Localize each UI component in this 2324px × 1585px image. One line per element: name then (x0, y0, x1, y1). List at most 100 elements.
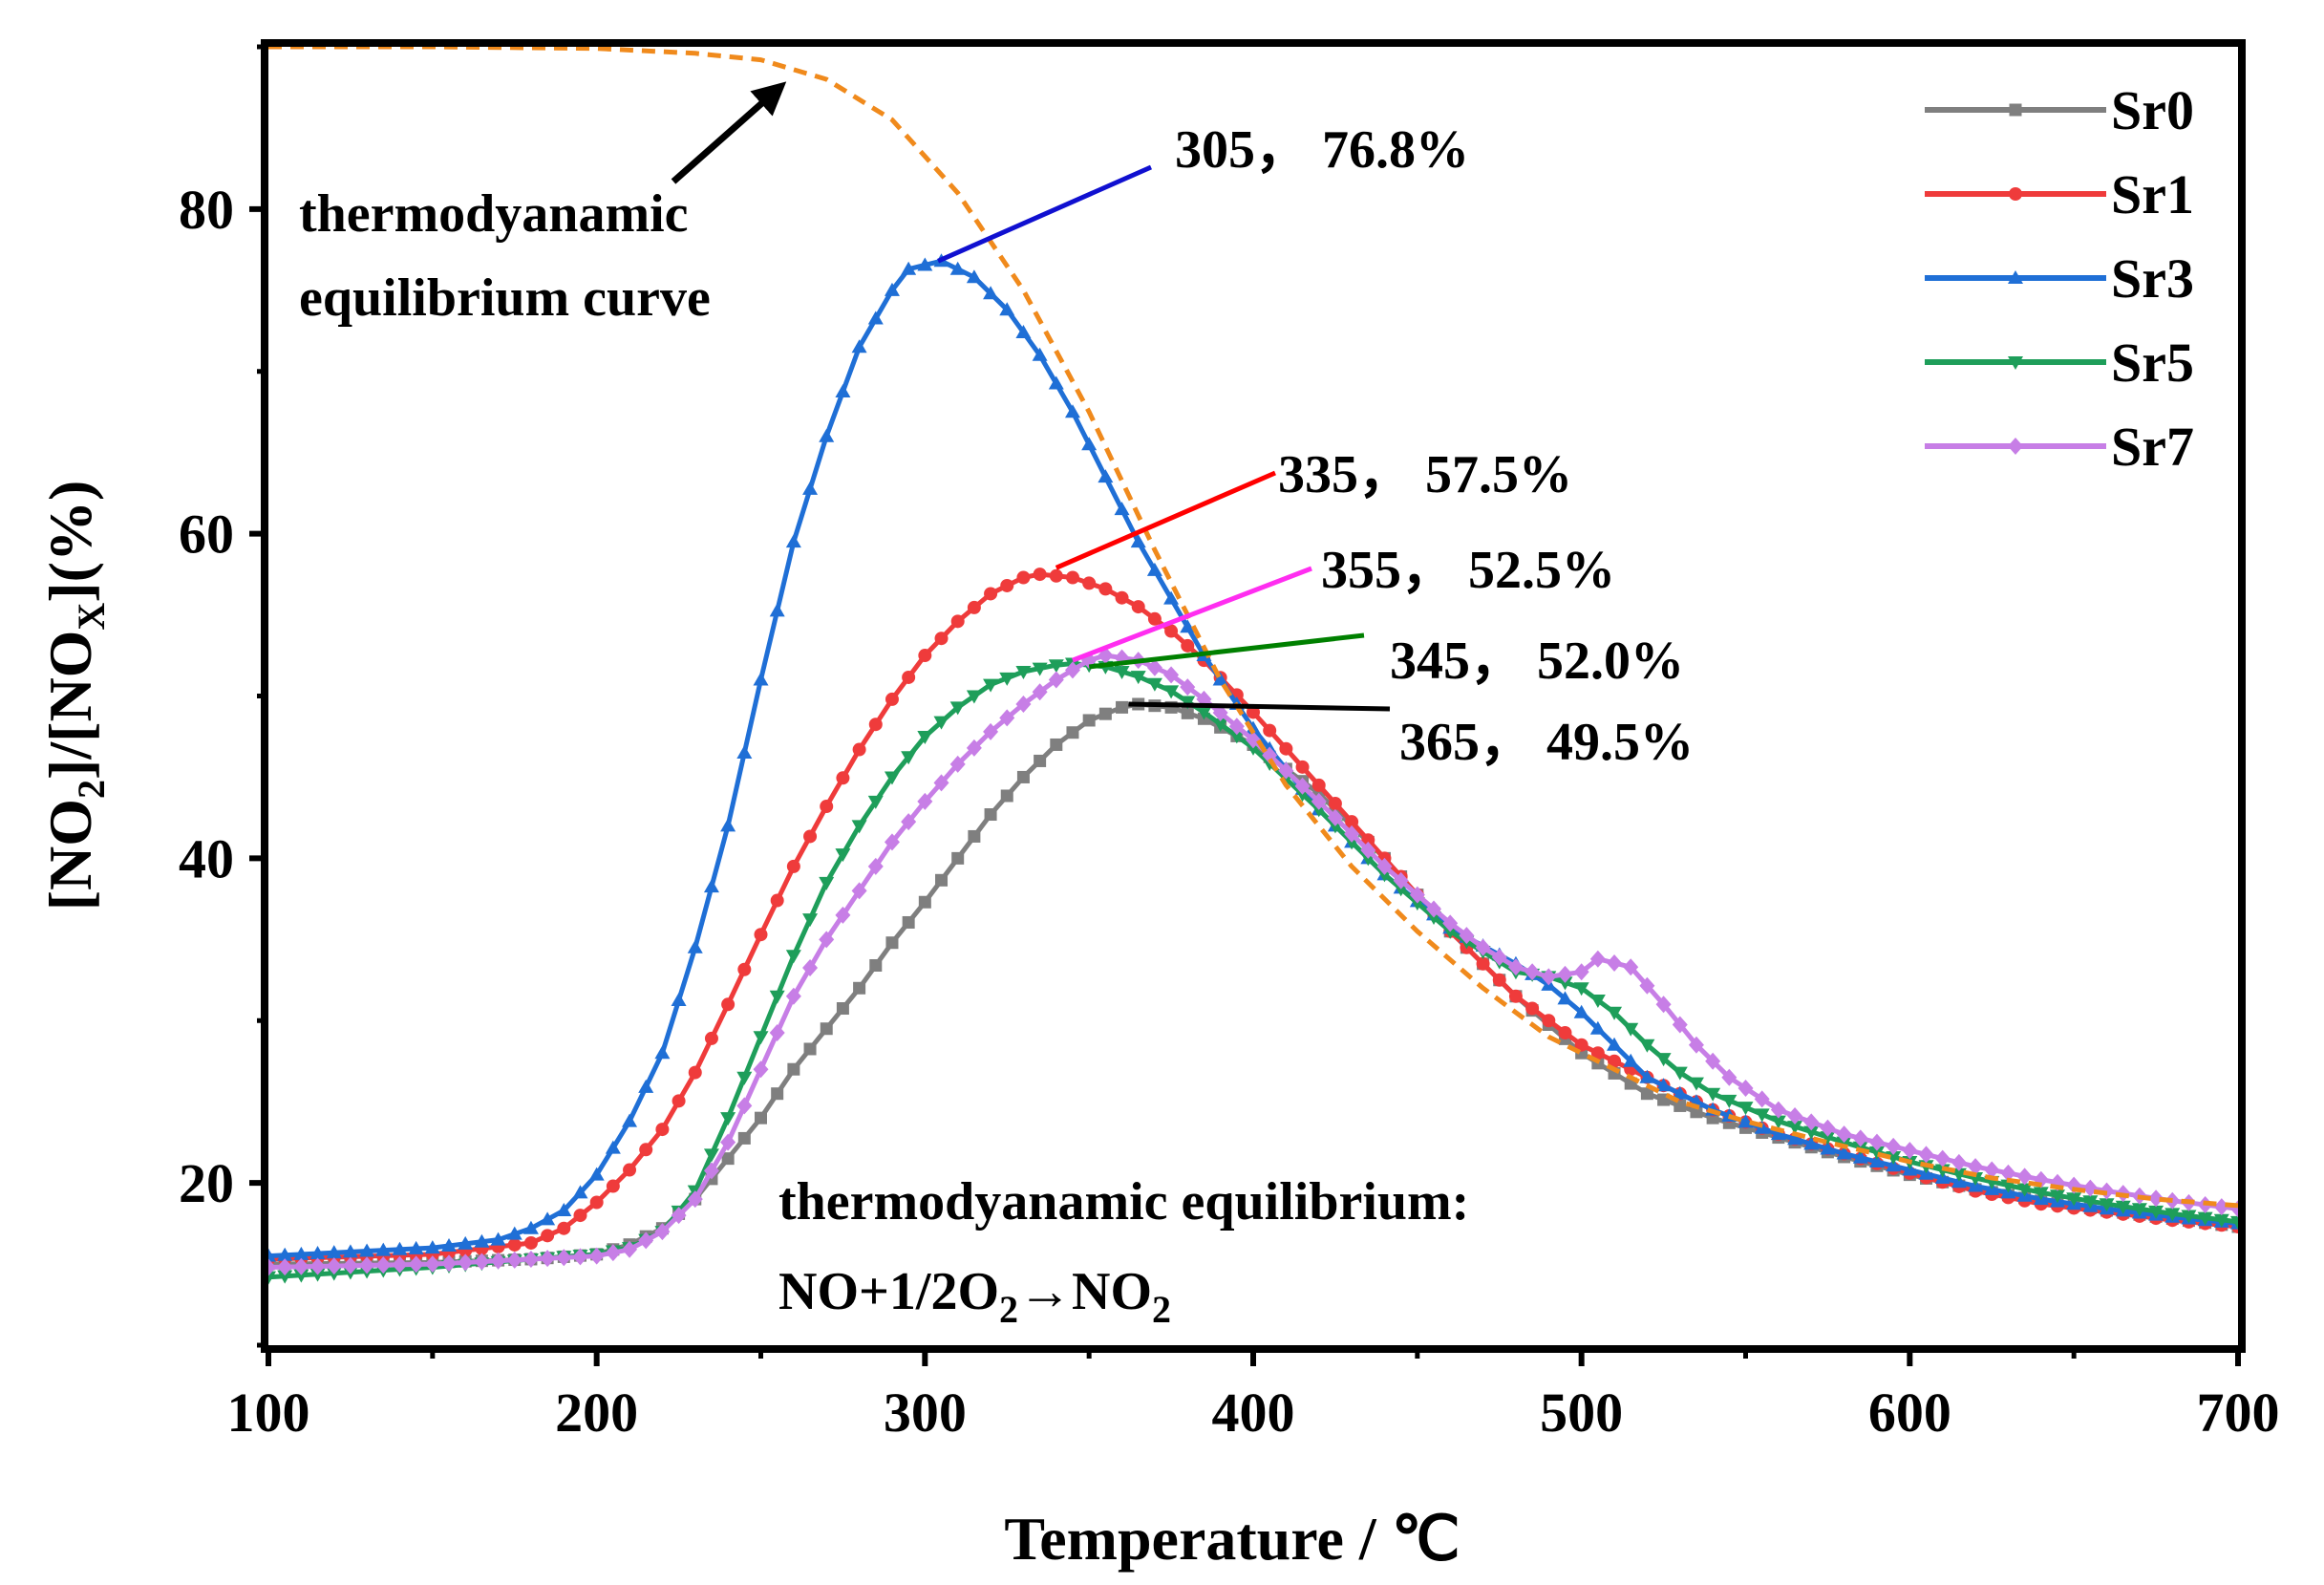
point-sr1 (934, 632, 949, 646)
point-sr1 (1065, 570, 1079, 585)
point-sr0 (1640, 1087, 1653, 1101)
point-sr7 (1442, 914, 1459, 932)
point-sr7 (966, 739, 982, 757)
point-sr0 (820, 1022, 833, 1036)
point-sr3 (572, 1185, 588, 1199)
point-sr0 (984, 808, 997, 822)
x-tick-label: 400 (1212, 1382, 1295, 1444)
point-sr7 (1589, 950, 1606, 968)
x-tick-label: 600 (1868, 1382, 1951, 1444)
point-sr3 (293, 1246, 309, 1260)
point-sr5 (1557, 976, 1573, 991)
x-tick-label: 300 (884, 1382, 967, 1444)
point-sr7 (522, 1250, 539, 1268)
point-sr1 (1098, 582, 1113, 596)
point-sr7 (933, 774, 949, 792)
point-sr7 (753, 1060, 769, 1079)
point-sr1 (672, 1094, 686, 1108)
series-sr3 (265, 253, 2242, 1262)
point-sr0 (853, 981, 866, 995)
point-sr7 (654, 1223, 671, 1241)
point-sr7 (1180, 678, 1196, 696)
point-sr5 (1212, 718, 1228, 732)
legend-item-sr1: Sr1 (1925, 163, 2194, 225)
point-sr7 (819, 931, 835, 949)
point-sr7 (1278, 761, 1294, 780)
point-sr3 (1868, 1154, 1885, 1168)
point-sr5 (2082, 1195, 2099, 1210)
x-tick-label: 700 (2197, 1382, 2280, 1444)
point-sr0 (721, 1152, 735, 1166)
annotation-label: 335， 57.5% (1278, 445, 1572, 504)
point-sr7 (983, 722, 999, 740)
point-sr3 (1573, 1004, 1589, 1018)
point-sr3 (1114, 502, 1130, 516)
point-sr1 (688, 1065, 702, 1080)
point-sr3 (966, 269, 982, 284)
point-sr7 (1507, 958, 1524, 976)
point-sr0 (1016, 770, 1030, 783)
annotation-leader (1072, 566, 1312, 663)
point-sr7 (441, 1254, 458, 1273)
point-sr5 (1787, 1121, 1803, 1135)
point-sr7 (687, 1190, 703, 1209)
point-sr1 (721, 997, 736, 1012)
point-sr7 (1607, 953, 1623, 972)
point-sr1 (1131, 600, 1145, 614)
point-sr3 (949, 261, 966, 275)
point-sr3 (540, 1211, 556, 1226)
point-sr7 (506, 1251, 522, 1269)
point-sr7 (490, 1252, 506, 1270)
point-sr1 (704, 1031, 718, 1045)
point-sr1 (967, 600, 981, 614)
point-sr5 (2131, 1203, 2147, 1217)
point-sr7 (1820, 1119, 1836, 1137)
point-sr7 (1803, 1113, 1820, 1131)
point-sr1 (1295, 760, 1310, 774)
point-sr0 (1116, 700, 1129, 714)
point-sr7 (703, 1162, 719, 1180)
point-sr5 (1951, 1167, 1967, 1182)
point-sr1 (1608, 1054, 1622, 1068)
point-sr7 (901, 813, 917, 831)
point-sr1 (1263, 723, 1277, 738)
point-sr3 (605, 1140, 621, 1154)
point-sr5 (720, 1112, 736, 1126)
annotation-labels: 305， 76.8% 335， 57.5% 355， 52.5% 345， 52.0%… (1175, 120, 1694, 772)
point-sr5 (884, 771, 900, 785)
point-sr3 (654, 1045, 671, 1060)
point-sr7 (359, 1256, 375, 1274)
legend-label-sr0: Sr0 (2111, 79, 2194, 141)
point-sr7 (1212, 704, 1228, 722)
point-sr3 (522, 1220, 539, 1234)
point-sr0 (771, 1087, 784, 1101)
point-sr7 (1246, 731, 1261, 749)
point-sr1 (803, 829, 818, 844)
point-sr1 (1508, 989, 1523, 1003)
point-sr1 (1181, 638, 1195, 653)
point-sr7 (1557, 965, 1573, 983)
point-sr5 (802, 913, 819, 928)
point-sr5 (933, 716, 949, 730)
point-sr7 (1688, 1036, 1704, 1054)
point-sr1 (1558, 1025, 1572, 1039)
point-sr7 (2000, 1164, 2016, 1182)
point-sr1 (1049, 568, 1063, 583)
point-sr7 (1655, 996, 1672, 1014)
equilibrium-label-line1: thermodyanamic (299, 184, 689, 244)
point-sr5 (2016, 1183, 2033, 1197)
point-sr3 (999, 302, 1015, 316)
point-sr7 (1705, 1052, 1721, 1070)
point-sr7 (2148, 1189, 2164, 1208)
point-sr5 (1589, 995, 1606, 1009)
annotation-lines (937, 164, 1391, 712)
point-sr3 (277, 1247, 293, 1261)
point-sr5 (1639, 1039, 1655, 1053)
point-sr5 (785, 950, 801, 964)
point-sr7 (1376, 857, 1393, 875)
point-sr3 (1212, 672, 1228, 686)
point-sr3 (458, 1235, 474, 1250)
point-sr7 (1886, 1137, 1902, 1155)
point-sr3 (671, 993, 687, 1007)
